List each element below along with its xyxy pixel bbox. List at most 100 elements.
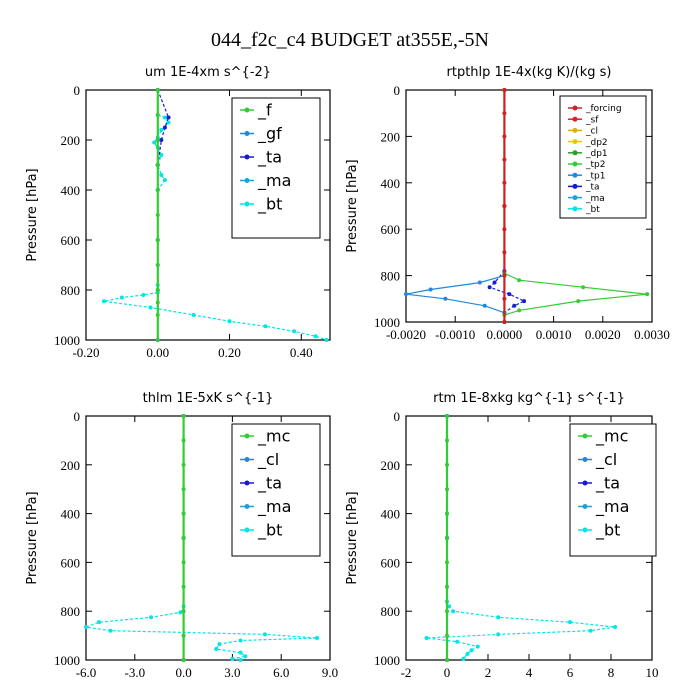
data-point bbox=[512, 303, 517, 308]
plot-frame bbox=[85, 89, 331, 341]
data-point bbox=[522, 299, 527, 304]
data-point bbox=[517, 308, 522, 313]
data-point bbox=[502, 180, 507, 185]
data-point bbox=[155, 138, 160, 142]
legend-label: _bt bbox=[585, 205, 600, 215]
legend-label: _cl bbox=[595, 450, 617, 470]
legend-marker bbox=[582, 504, 588, 509]
panels: um 1E-4xm s^{-2}Pressure [hPa]0200400600… bbox=[25, 65, 670, 680]
data-point bbox=[238, 650, 243, 655]
panel-title: rtpthlp 1E-4x(kg K)/(kg s) bbox=[447, 65, 612, 80]
data-point bbox=[181, 438, 186, 443]
data-point bbox=[507, 292, 512, 297]
legend-label: _bt bbox=[595, 521, 620, 541]
data-point bbox=[108, 628, 113, 633]
chart-panel-4: rtm 1E-8xkg kg^{-1} s^{-1} Pressure [hPa]… bbox=[345, 391, 659, 680]
legend-marker bbox=[244, 107, 250, 113]
data-point bbox=[443, 296, 448, 301]
x-tick-label: 0.0030 bbox=[634, 327, 670, 342]
y-tick-label: 1000 bbox=[374, 653, 400, 668]
data-point bbox=[445, 462, 449, 467]
x-tick-label: -0.0010 bbox=[435, 327, 475, 342]
data-point bbox=[166, 115, 171, 120]
data-point bbox=[181, 658, 186, 662]
y-tick-label: 600 bbox=[381, 555, 401, 570]
data-point bbox=[645, 292, 650, 297]
data-point bbox=[487, 285, 492, 290]
data-point bbox=[477, 280, 482, 285]
data-point bbox=[502, 88, 507, 92]
y-tick-label: 1000 bbox=[54, 333, 80, 348]
legend-label: _mc bbox=[595, 427, 628, 447]
data-point bbox=[181, 560, 186, 565]
x-tick-label: 6 bbox=[567, 665, 574, 680]
legend-label: _bt bbox=[257, 195, 282, 215]
data-point bbox=[445, 633, 449, 638]
legend-label: _ta bbox=[257, 474, 282, 494]
legend-box bbox=[231, 97, 321, 239]
data-point bbox=[155, 163, 160, 167]
data-point bbox=[517, 278, 522, 283]
legend-marker bbox=[572, 150, 578, 156]
data-point bbox=[445, 438, 449, 443]
legend-label: _cl bbox=[585, 127, 598, 137]
data-point bbox=[159, 173, 164, 177]
data-point bbox=[119, 295, 124, 300]
series-line-bt bbox=[426, 416, 616, 660]
series-line-tp1 bbox=[405, 275, 505, 314]
data-point bbox=[492, 280, 497, 285]
data-point bbox=[502, 320, 507, 324]
data-point bbox=[148, 305, 153, 310]
data-point bbox=[181, 584, 186, 589]
legend-label: _ta bbox=[257, 148, 282, 168]
y-tick-label: 800 bbox=[381, 269, 401, 284]
legend-label: _mc bbox=[257, 427, 290, 447]
data-point bbox=[181, 414, 186, 418]
data-point bbox=[162, 115, 167, 120]
data-point bbox=[496, 632, 501, 637]
x-tick-label: 0 bbox=[444, 665, 451, 680]
x-tick-label: 0.0 bbox=[175, 665, 191, 680]
y-axis-label: Pressure [hPa] bbox=[345, 159, 360, 252]
legend-label: _ta bbox=[585, 183, 600, 193]
panel-title: thlm 1E-5xK s^{-1} bbox=[143, 391, 274, 406]
data-point bbox=[159, 128, 164, 132]
legend-marker bbox=[244, 504, 250, 509]
plot-frame bbox=[85, 415, 331, 661]
data-point bbox=[243, 654, 248, 659]
data-point bbox=[502, 134, 507, 139]
data-point bbox=[238, 638, 243, 643]
data-point bbox=[227, 319, 232, 324]
legend-marker bbox=[582, 527, 588, 533]
x-tick-label: 0.0020 bbox=[585, 327, 621, 342]
y-axis-label: Pressure [hPa] bbox=[25, 491, 40, 584]
data-point bbox=[166, 120, 171, 125]
series-line-tp2 bbox=[504, 272, 648, 316]
y-tick-label: 1000 bbox=[54, 653, 80, 668]
data-point bbox=[465, 651, 470, 656]
y-tick-label: 0 bbox=[74, 83, 81, 98]
data-point bbox=[263, 324, 268, 329]
legend: _mc _cl _ta _ma _bt bbox=[569, 423, 657, 557]
legend-label: _ma bbox=[595, 497, 629, 517]
data-point bbox=[502, 273, 507, 278]
y-tick-label: 0 bbox=[74, 409, 81, 424]
chart-panel-1: um 1E-4xm s^{-2} Pressure [hPa] 0 200 400 600… bbox=[25, 65, 331, 360]
legend-marker bbox=[244, 527, 250, 533]
data-point bbox=[428, 287, 433, 292]
x-tick-label: 0.20 bbox=[218, 345, 241, 360]
legend-marker bbox=[572, 206, 578, 212]
y-tick-label: 200 bbox=[381, 129, 401, 144]
data-point bbox=[155, 338, 160, 342]
y-axis-label: Pressure [hPa] bbox=[25, 168, 40, 261]
chart-panel-2: rtpthlp 1E-4x(kg K)/(kg s) Pressure [hPa]… bbox=[345, 65, 670, 342]
legend-label: _tp2 bbox=[585, 160, 605, 170]
y-tick-label: 800 bbox=[381, 604, 401, 619]
legend-box bbox=[559, 95, 647, 219]
data-point bbox=[178, 610, 183, 615]
legend-marker bbox=[572, 127, 578, 133]
legend-marker bbox=[572, 195, 578, 201]
data-point bbox=[324, 338, 329, 342]
y-axis-label: Pressure [hPa] bbox=[345, 491, 360, 584]
legend-label: _f bbox=[257, 101, 272, 121]
